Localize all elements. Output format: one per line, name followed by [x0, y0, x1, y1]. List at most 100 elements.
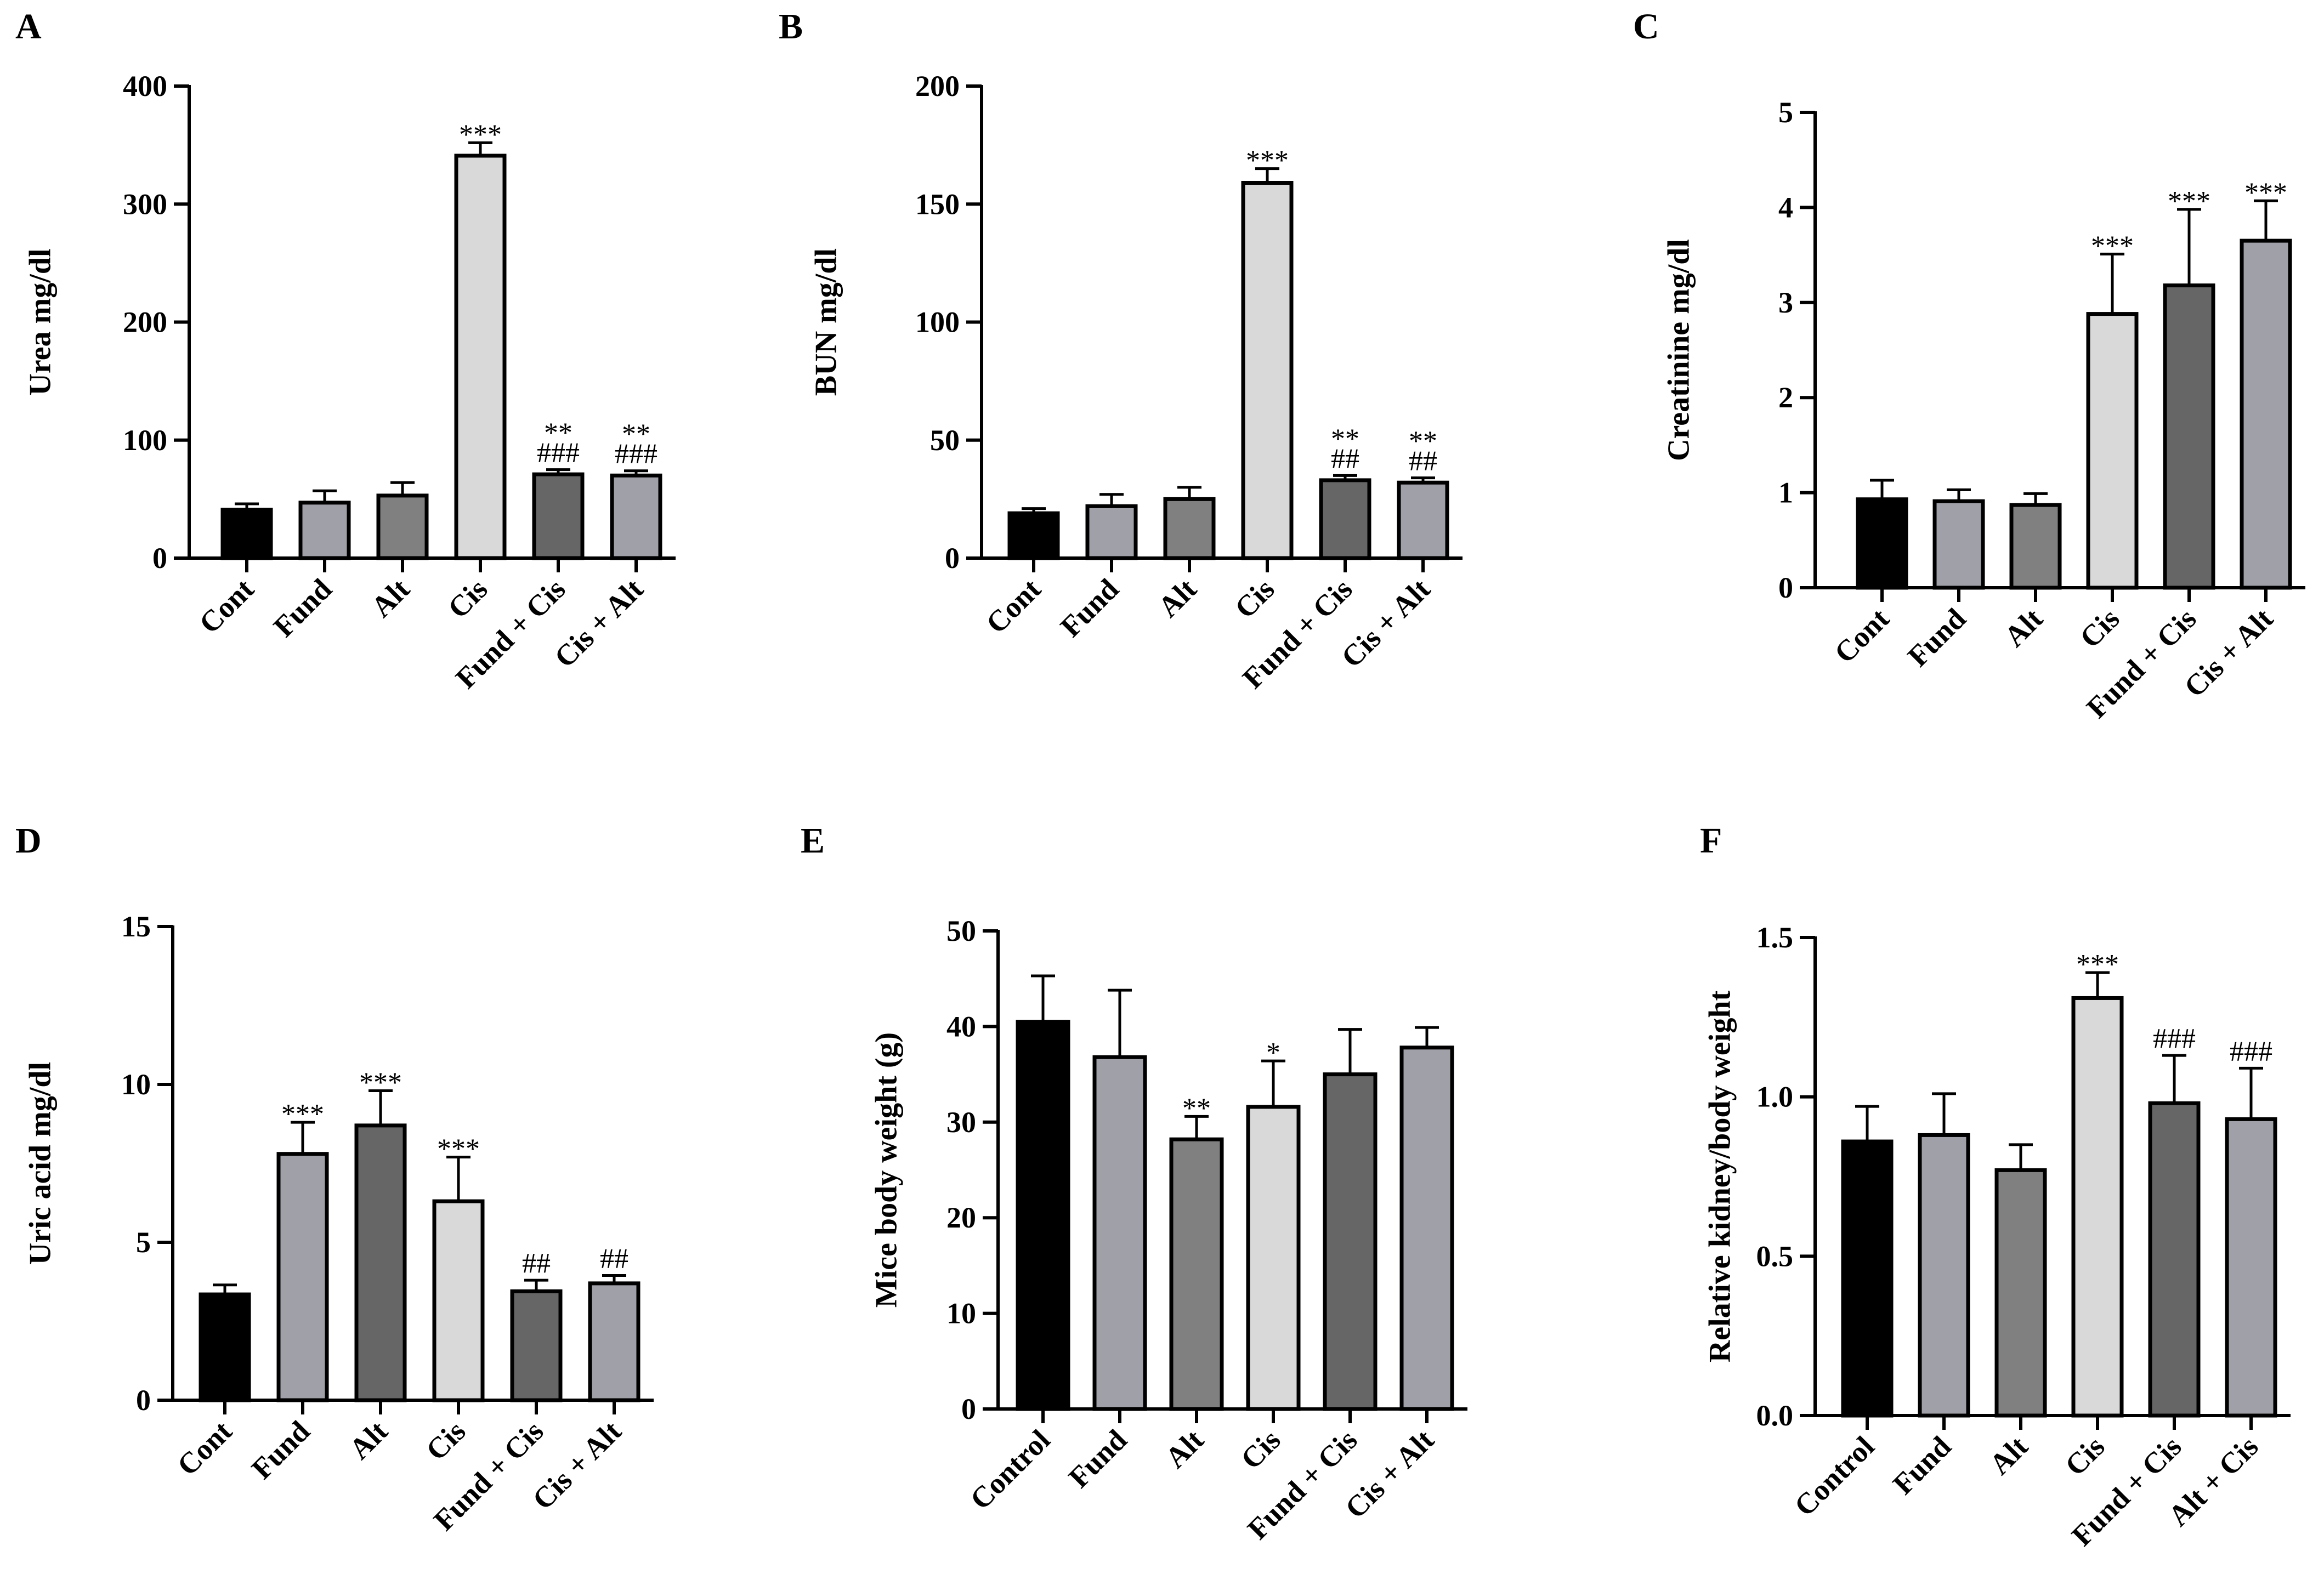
x-tick-label: Control: [1788, 1430, 1880, 1522]
x-tick-label: Cont: [1828, 602, 1895, 669]
bar: [2009, 503, 2062, 590]
y-axis-label: Uric acid mg/dl: [24, 1062, 58, 1265]
panel-letter: E: [801, 821, 825, 861]
bar: [432, 1199, 485, 1402]
panel-letter: F: [1700, 821, 1722, 861]
x-tick-label: Fund: [267, 572, 338, 643]
bar: [1856, 497, 1908, 590]
significance-stars: **: [1409, 426, 1437, 457]
bar: [220, 508, 273, 560]
bar: [354, 1123, 407, 1402]
bar: [199, 1292, 251, 1402]
bar: [376, 493, 429, 560]
panel-d: D 0 5 10 15 Uric acid mg/dl Cont Fund *** Alt *** C…: [15, 821, 654, 1537]
panel-letter: A: [15, 7, 42, 47]
significance-stars: ***: [281, 1099, 324, 1130]
bar: [2086, 312, 2139, 590]
y-axis-label: Mice body weight (g): [870, 1032, 904, 1308]
significance-hash: ##: [1331, 443, 1359, 474]
significance-stars: ***: [2244, 177, 2287, 208]
bar: [1169, 1137, 1224, 1411]
bar: [1092, 1055, 1147, 1411]
x-tick-label: Fund: [1901, 602, 1972, 673]
y-axis-label: Relative kidney/body weight: [1703, 991, 1737, 1363]
bar: [1085, 504, 1138, 560]
bar: [1163, 497, 1216, 560]
y-axis-label: Urea mg/dl: [24, 248, 58, 395]
x-tick-label: Cont: [171, 1414, 238, 1482]
y-tick-label: 10: [946, 1297, 976, 1330]
bar: [532, 472, 585, 560]
y-axis-label: BUN mg/dl: [809, 248, 843, 396]
y-tick-label: 1.5: [1756, 921, 1794, 954]
y-tick-label: 300: [123, 187, 167, 220]
y-tick-label: 2: [1778, 381, 1793, 414]
bar: [454, 154, 507, 560]
y-tick-label: 200: [915, 70, 960, 103]
bar: [2148, 1101, 2201, 1418]
y-tick-label: 3: [1778, 286, 1793, 319]
panel-f: F 0.0 0.5 1.0 1.5 Relative kidney/body weight…: [1700, 821, 2291, 1552]
x-tick-label: Cont: [192, 572, 260, 640]
panel-c: C 0 1 2 3 4 5 Creatinine mg/dl Cont Fund Alt Cis ***…: [1633, 7, 2305, 724]
y-tick-label: 0: [961, 1393, 976, 1425]
panel-e: E 0 10 20 30 40 50 Mice body weight (g) Control F…: [801, 821, 1467, 1545]
bar: [610, 473, 662, 560]
y-axis-label: Creatinine mg/dl: [1662, 239, 1696, 461]
x-tick-label: Cis: [2073, 602, 2125, 654]
significance-hash: ###: [2230, 1036, 2272, 1067]
y-tick-label: 200: [123, 306, 167, 339]
significance-stars: ***: [459, 119, 502, 150]
x-tick-label: Alt: [343, 1414, 394, 1465]
x-tick-label: Alt: [1998, 602, 2049, 653]
panel-a: A 0 100 200 300 400 Urea mg/dl Cont Fund Alt Cis **…: [15, 7, 676, 695]
y-tick-label: 20: [946, 1201, 976, 1234]
y-tick-label: 50: [930, 424, 960, 457]
significance-hash: ##: [522, 1248, 551, 1279]
y-tick-label: 1.0: [1756, 1081, 1794, 1113]
y-tick-label: 100: [123, 424, 167, 457]
y-tick-label: 30: [946, 1106, 976, 1139]
x-tick-label: Fund: [1054, 572, 1125, 643]
y-tick-label: 4: [1778, 191, 1793, 224]
x-tick-label: Cis: [1228, 572, 1280, 624]
significance-hash: ###: [537, 437, 580, 469]
bar: [1399, 1045, 1454, 1411]
x-tick-label: Alt: [365, 572, 416, 623]
y-tick-label: 0: [1778, 571, 1793, 604]
significance-hash: ##: [1409, 446, 1437, 477]
significance-stars: **: [544, 418, 573, 449]
x-tick-label: Control: [963, 1423, 1056, 1516]
y-tick-label: 1: [1778, 476, 1793, 509]
significance-stars: ***: [359, 1067, 402, 1099]
x-tick-label: Cis: [441, 572, 494, 624]
bar: [510, 1289, 563, 1402]
bar: [2240, 238, 2292, 590]
significance-stars: **: [1331, 423, 1359, 454]
bar: [2225, 1117, 2277, 1418]
x-tick-label: Fund: [1886, 1430, 1957, 1501]
bar: [1994, 1168, 2047, 1418]
significance-stars: **: [1182, 1093, 1211, 1124]
significance-stars: *: [1266, 1037, 1280, 1069]
bar: [1323, 1072, 1378, 1411]
significance-hash: ###: [2153, 1023, 2196, 1054]
y-tick-label: 5: [136, 1226, 151, 1259]
significance-stars: ***: [2076, 949, 2119, 980]
panel-letter: D: [15, 821, 42, 861]
x-tick-label: Fund: [245, 1414, 316, 1485]
y-tick-label: 50: [946, 914, 976, 947]
x-tick-label: Fund: [1062, 1423, 1133, 1494]
x-tick-label: Cis: [420, 1414, 472, 1467]
bar: [2071, 996, 2124, 1418]
bar: [1241, 181, 1294, 560]
bar: [1016, 1020, 1070, 1411]
significance-stars: ***: [2091, 230, 2134, 262]
x-tick-label: Alt: [1983, 1430, 2034, 1481]
bar: [1246, 1105, 1301, 1411]
x-tick-label: Cis: [2059, 1430, 2111, 1482]
y-tick-label: 0: [136, 1384, 151, 1417]
panel-letter: C: [1633, 7, 1659, 47]
bar: [1932, 499, 1985, 590]
